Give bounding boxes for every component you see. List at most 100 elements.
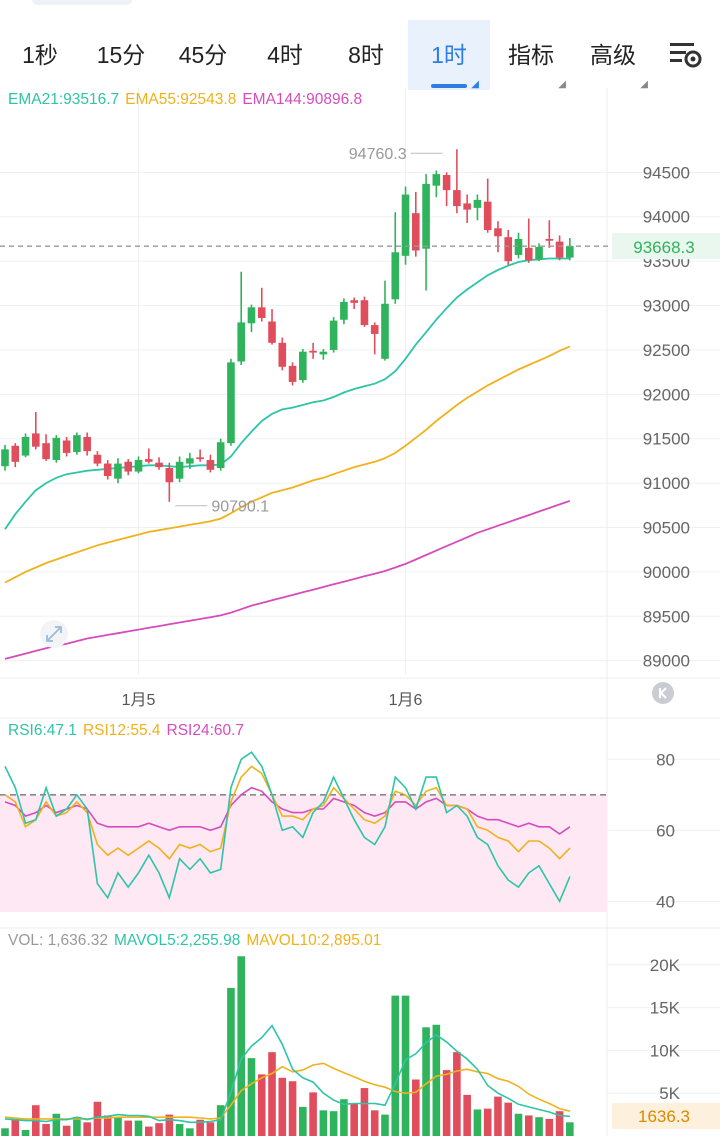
legend-item: MAVOL5:2,255.98 [113, 932, 241, 949]
legend-item: VOL: 1,636.32 [8, 932, 108, 949]
candle [52, 437, 61, 461]
candle [42, 443, 50, 460]
volume-bar [401, 995, 410, 1136]
candle [103, 463, 112, 477]
current-price-label: 93668.3 [633, 238, 694, 257]
rsi-legend: RSI6:47.1 RSI12:55.4 RSI24:60.7 [8, 722, 250, 740]
current-volume-box [612, 1103, 720, 1129]
current-volume-label: 1636.3 [638, 1107, 690, 1126]
tab-7[interactable]: 高级 ◢ [572, 20, 654, 90]
tab-4[interactable]: 8时 [326, 20, 406, 90]
volume-tick-label: 5K [659, 1084, 680, 1103]
volume-bar [545, 1118, 554, 1136]
volume-bar [73, 1117, 81, 1136]
candle [134, 460, 143, 472]
candle [329, 320, 338, 350]
legend-item: EMA144:90896.8 [242, 91, 363, 108]
tab-label: 1秒 [22, 42, 58, 68]
tab-0[interactable]: 1秒 [0, 20, 80, 90]
candle [350, 300, 358, 303]
tab-6[interactable]: 指标 ◢ [490, 20, 572, 90]
price-tick-label: 90500 [643, 519, 690, 538]
volume-bar [483, 1108, 492, 1136]
volume-bar [453, 1052, 461, 1136]
volume-bar [329, 1111, 338, 1136]
volume-bar [340, 1099, 348, 1136]
candle [555, 241, 564, 258]
tab-label: 15分 [96, 42, 146, 68]
tab-2[interactable]: 45分 [162, 20, 244, 90]
volume-bar [381, 1114, 389, 1136]
volume-bar [309, 1092, 317, 1136]
volume-bar [370, 1110, 379, 1136]
candle [175, 461, 184, 479]
candle [257, 307, 266, 318]
volume-bar [237, 956, 246, 1136]
candle [504, 237, 513, 262]
volume-bar [299, 1106, 307, 1136]
price-tick-label: 93000 [643, 297, 690, 316]
tab-5[interactable]: 1时 ◢ [408, 20, 490, 90]
volume-bar [257, 1074, 266, 1136]
candle [391, 252, 400, 300]
timeframe-tabs: 1秒 15分 45分 4时 8时 1时 ◢ 指标 ◢ 高级 ◢ [0, 20, 720, 90]
rsi-tick-label: 60 [656, 821, 675, 840]
candle [11, 445, 20, 462]
volume-legend: VOL: 1,636.32 MAVOL5:2,255.98 MAVOL10:2,89… [8, 932, 387, 950]
chart-area[interactable]: 94500 94000 93500 93000 92500 92000 91500 91000… [0, 88, 720, 1136]
tab-1[interactable]: 15分 [80, 20, 162, 90]
candle [216, 442, 225, 469]
volume-bar [186, 1128, 194, 1136]
candle [370, 325, 379, 334]
collapse-icon[interactable] [652, 682, 674, 704]
candle [73, 435, 81, 453]
price-tick-label: 89500 [643, 607, 690, 626]
candle [114, 463, 122, 479]
volume-bar [247, 1058, 256, 1136]
price-tick-label: 94000 [643, 208, 690, 227]
volume-bar [535, 1117, 543, 1136]
volume-bar [83, 1122, 91, 1136]
expand-icon-glyph [46, 626, 62, 642]
volume-bar [227, 987, 235, 1136]
candle [165, 468, 174, 483]
candle [412, 213, 420, 251]
rsi12-line [4, 765, 571, 860]
expand-icon[interactable] [40, 620, 68, 648]
chart-canvas[interactable]: 9450094000935009300092500920009150091000… [0, 88, 720, 1136]
volume-bar [432, 1024, 441, 1136]
price-tick-label: 89000 [643, 652, 690, 671]
volume-bar [11, 1118, 20, 1136]
candle [309, 350, 317, 353]
volume-bar [278, 1077, 287, 1136]
tab-3[interactable]: 4时 [244, 20, 326, 90]
tab-label: 8时 [348, 42, 384, 68]
candle [299, 351, 307, 381]
candle [32, 433, 40, 447]
volume-bar [196, 1119, 204, 1136]
candle [422, 183, 430, 249]
volume-bar [21, 1130, 30, 1136]
price-tick-label: 90000 [643, 563, 690, 582]
tab-label: 4时 [267, 42, 303, 68]
candle [21, 436, 30, 456]
candle [93, 454, 102, 464]
volume-bar [216, 1105, 225, 1136]
candle [360, 300, 369, 326]
price-tick-label: 94500 [643, 163, 690, 182]
candle [247, 307, 256, 324]
chart-settings-icon[interactable] [668, 40, 704, 70]
volume-bar [350, 1103, 358, 1136]
price-legend: EMA21:93516.7 EMA55:92543.8 EMA144:90896.8 [8, 91, 368, 109]
legend-item: MAVOL10:2,895.01 [246, 932, 382, 949]
volume-bar [463, 1094, 471, 1136]
candle [278, 342, 287, 367]
mavol10-line [4, 1062, 571, 1120]
candle [535, 246, 543, 260]
volume-bar [268, 1052, 276, 1136]
volume-bar [566, 1122, 574, 1136]
rsi-tick-label: 80 [656, 750, 675, 769]
candle [186, 458, 194, 464]
candle [237, 322, 246, 362]
ema144-line [4, 500, 571, 660]
